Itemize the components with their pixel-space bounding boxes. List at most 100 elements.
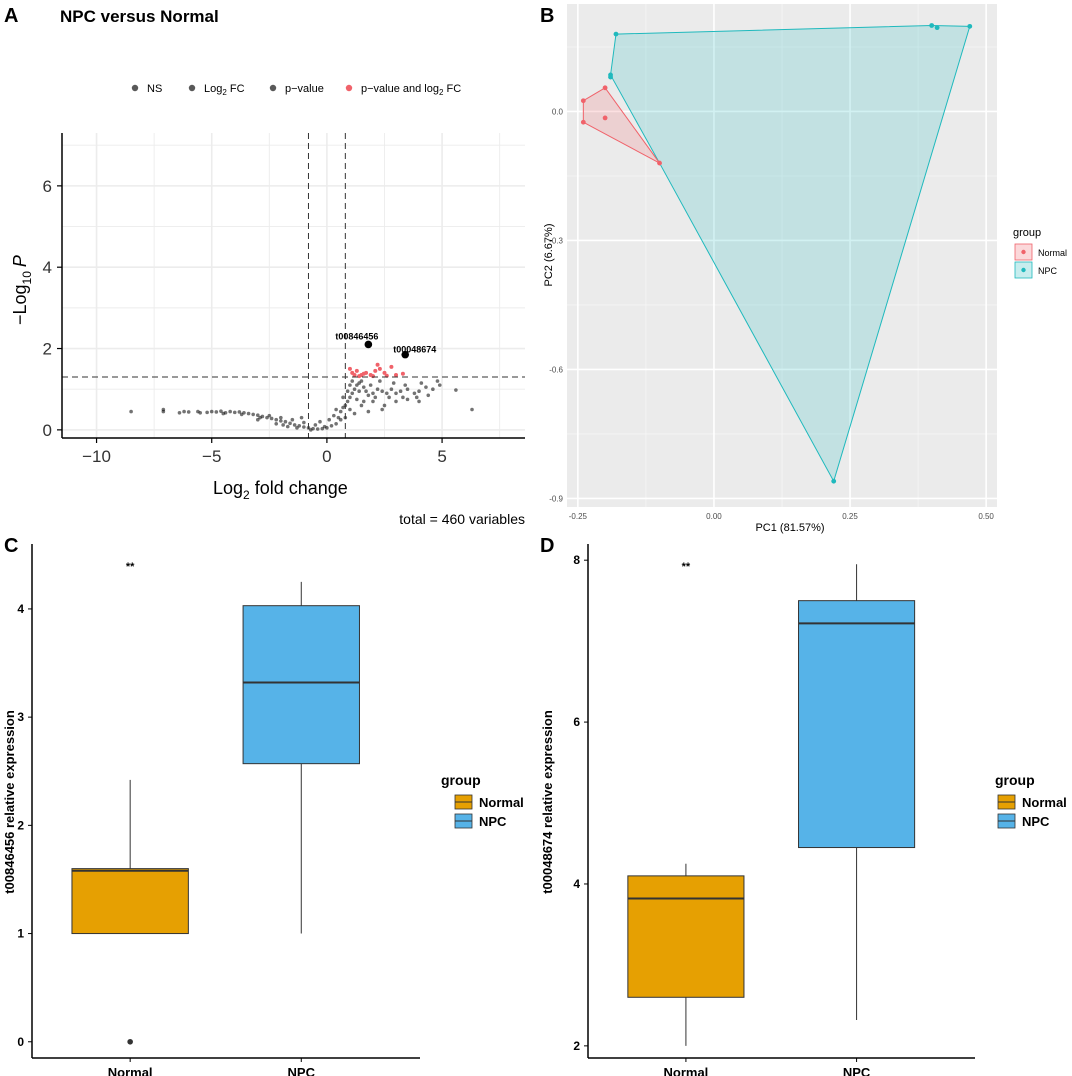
volcano-cutoff-lines [62,133,525,438]
volcano-point-ns [352,411,357,416]
volcano-legend-marker [131,84,139,92]
volcano-point-significant [357,374,362,379]
volcano-point-ns [359,403,364,408]
box-y-tick-label: 1 [17,927,24,941]
panel-label-a: A [4,5,18,27]
volcano-point-ns [332,413,336,418]
volcano-plot-area [62,133,525,438]
pca-point-npc [608,74,613,80]
volcano-point-ns [232,410,237,415]
volcano-point-ns [426,393,431,398]
volcano-title: NPC versus Normal [60,7,219,26]
volcano-point-ns [405,387,410,392]
volcano-point-ns [431,387,435,392]
volcano-point-ns [414,395,419,400]
volcano-legend-label: Log2 FC [204,83,245,97]
volcano-point-ns [297,424,302,428]
volcano-point-ns [255,417,260,422]
volcano-point-ns [412,391,417,396]
significance-marker: ** [682,561,691,573]
volcano-point-significant [375,362,380,367]
box-legend-label: Normal [1022,795,1067,810]
pca-point-normal [602,115,608,121]
volcano-point-ns [221,411,226,416]
volcano-point-ns [398,389,403,394]
volcano-point-ns [322,424,327,429]
pca-point-npc [831,478,837,484]
volcano-point-ns [348,407,352,412]
pca-y-tick-label: -0.6 [549,365,563,374]
volcano-point-ns [281,423,285,427]
volcano-point-ns [382,403,387,408]
pca-y-tick-label: 0.0 [552,107,564,116]
pca-y-label: PC2 (6.67%) [543,224,555,287]
box-npc [242,605,360,765]
volcano-point-ns [219,409,223,413]
volcano-x-label: Log2 fold change [213,478,348,502]
volcano-point-significant [377,366,382,371]
volcano-point-ns [348,383,352,387]
volcano-point-ns [378,379,382,383]
boxplot-d-plot: ** 2 4 6 8 Normal NPC [573,544,975,1076]
volcano-points [129,340,474,432]
box-x-tick-label: NPC [288,1065,316,1076]
volcano-point-ns [355,397,359,402]
volcano-point-ns [279,419,283,423]
volcano-point-ns [161,409,166,414]
box-y-tick-label: 3 [17,710,24,724]
box-outlier [127,1038,133,1045]
volcano-x-tick-label: −5 [202,447,221,466]
volcano-point-ns [371,391,375,396]
volcano-point-ns [334,421,338,426]
volcano-point-ns [373,395,378,400]
volcano-point-ns [394,399,398,404]
volcano-point-ns [258,415,262,420]
volcano-point-ns [355,383,359,387]
pca-legend-title: group [1013,227,1041,239]
pca-point-normal [602,85,608,91]
volcano-point-ns [366,393,371,398]
box-x-tick-label: NPC [843,1065,871,1076]
volcano-point-ns [279,415,283,420]
volcano-gene-label: t00846456 [335,331,378,341]
volcano-point-ns [380,389,384,394]
volcano-point-ns [371,399,375,404]
pca-x-tick-label: -0.25 [569,512,588,521]
volcano-legend-label: p−value [285,83,324,95]
volcano-point-ns [269,416,274,421]
volcano-point-ns [246,411,251,416]
pca-point-npc [613,31,619,37]
boxplot-c-legend-title: group [441,772,481,788]
volcano-x-tick-label: −10 [82,447,111,466]
pca-y-tick-label: -0.9 [549,494,563,503]
volcano-point-ns [470,407,474,412]
pca-point-npc [934,25,940,31]
pca-x-label: PC1 (81.57%) [755,522,824,534]
boxplot-c-y-label: t00846456 relative expression [2,710,17,894]
box-y-tick-label: 2 [17,818,24,832]
volcano-point-ns [177,410,182,415]
volcano-point-ns [345,389,350,394]
volcano-point-ns [292,423,297,427]
volcano-ticks: −10 −5 0 5 0 2 4 6 [43,177,447,466]
box-y-tick-label: 2 [573,1039,580,1053]
volcano-point-ns [288,421,292,426]
volcano-point-ns [318,419,322,424]
volcano-point-ns [350,379,355,383]
volcano-x-tick-label: 0 [322,447,331,466]
pca-legend-marker [1021,267,1026,273]
pca-legend: Normal NPC [1014,243,1067,279]
volcano-point-ns [186,410,191,414]
volcano-point-ns [267,413,272,418]
volcano-point-ns [417,399,421,404]
volcano-point-ns [338,409,343,414]
volcano-legend: NS Log2 FC p−value p−value and log2 FC [131,83,461,97]
volcano-point-significant [370,374,375,379]
panel-label-c: C [4,535,18,557]
volcano-point-significant [347,366,352,371]
box-y-tick-label: 6 [573,715,580,729]
box-legend-label: NPC [479,814,507,829]
pca-y-tick-label: -0.3 [549,236,563,245]
volcano-point-ns [364,389,368,394]
volcano-point-significant [389,364,394,369]
